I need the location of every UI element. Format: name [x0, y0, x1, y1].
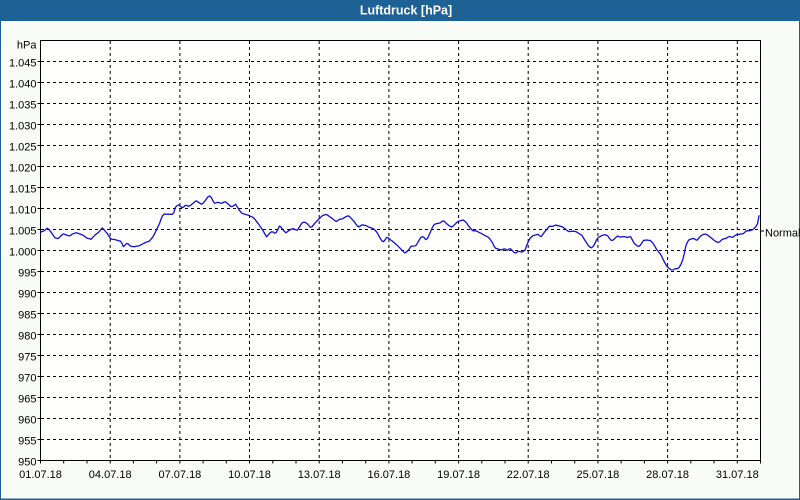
- svg-text:hPa: hPa: [17, 40, 37, 52]
- svg-text:950: 950: [18, 457, 36, 469]
- svg-text:01.07.18: 01.07.18: [19, 469, 62, 481]
- svg-text:970: 970: [18, 373, 36, 385]
- svg-text:1.025: 1.025: [9, 142, 37, 154]
- svg-text:975: 975: [18, 352, 36, 364]
- svg-text:19.07.18: 19.07.18: [437, 469, 480, 481]
- svg-text:22.07.18: 22.07.18: [507, 469, 550, 481]
- svg-text:995: 995: [18, 268, 36, 280]
- svg-text:1.030: 1.030: [9, 121, 37, 133]
- svg-text:1.000: 1.000: [9, 247, 37, 259]
- svg-text:1.040: 1.040: [9, 79, 37, 91]
- svg-text:1.045: 1.045: [9, 58, 37, 70]
- svg-text:1.005: 1.005: [9, 226, 37, 238]
- svg-text:Luftdruck [hPa]: Luftdruck [hPa]: [360, 4, 452, 18]
- svg-text:1.010: 1.010: [9, 205, 37, 217]
- svg-text:1.035: 1.035: [9, 100, 37, 112]
- svg-text:960: 960: [18, 415, 36, 427]
- svg-text:13.07.18: 13.07.18: [298, 469, 341, 481]
- svg-text:Normal: Normal: [765, 228, 800, 240]
- svg-text:07.07.18: 07.07.18: [158, 469, 201, 481]
- svg-text:965: 965: [18, 394, 36, 406]
- svg-text:10.07.18: 10.07.18: [228, 469, 271, 481]
- svg-text:25.07.18: 25.07.18: [576, 469, 619, 481]
- svg-text:955: 955: [18, 436, 36, 448]
- svg-text:985: 985: [18, 310, 36, 322]
- svg-text:1.015: 1.015: [9, 184, 37, 196]
- svg-text:1.020: 1.020: [9, 163, 37, 175]
- svg-text:04.07.18: 04.07.18: [89, 469, 132, 481]
- svg-text:980: 980: [18, 331, 36, 343]
- svg-text:16.07.18: 16.07.18: [367, 469, 410, 481]
- svg-text:990: 990: [18, 289, 36, 301]
- svg-text:28.07.18: 28.07.18: [646, 469, 689, 481]
- svg-text:31.07.18: 31.07.18: [716, 469, 759, 481]
